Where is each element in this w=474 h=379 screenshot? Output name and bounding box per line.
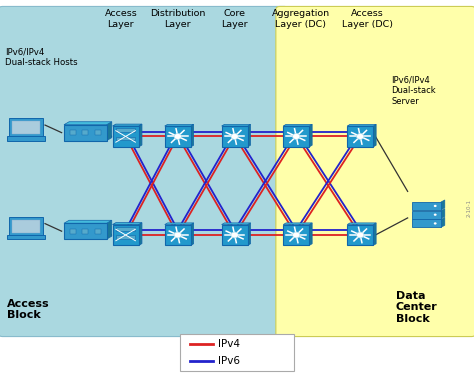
Circle shape [292,133,300,139]
Circle shape [434,222,437,225]
Polygon shape [191,124,194,147]
Bar [9,118,43,136]
Polygon shape [373,223,376,246]
Polygon shape [164,223,194,224]
Bar [12,121,40,134]
Polygon shape [283,124,312,126]
Text: IPv6/IPv4
Dual-stack Hosts: IPv6/IPv4 Dual-stack Hosts [5,47,77,67]
Circle shape [174,232,182,238]
Bar [116,227,135,230]
Polygon shape [347,223,376,224]
Polygon shape [191,223,194,246]
Bar [412,211,441,219]
Circle shape [231,232,238,238]
Circle shape [434,213,437,216]
Polygon shape [309,124,312,147]
Polygon shape [441,200,445,210]
Polygon shape [441,208,445,219]
Bar [283,126,310,147]
Polygon shape [138,124,142,147]
Bar [347,224,374,246]
Polygon shape [64,122,112,125]
Polygon shape [283,223,312,224]
Polygon shape [64,220,112,223]
Bar [95,130,101,135]
Bar [164,224,191,246]
Bar [70,130,75,135]
Bar [95,229,101,233]
Bar [82,130,88,135]
Bar [283,224,310,246]
Bar [116,128,135,132]
Bar [412,202,441,210]
Text: IPv4: IPv4 [218,339,240,349]
Circle shape [434,205,437,207]
Circle shape [231,133,238,139]
Bar [347,126,374,147]
Polygon shape [107,122,112,141]
Polygon shape [247,223,251,246]
Bar [116,235,135,239]
Polygon shape [441,218,445,227]
Polygon shape [373,124,376,147]
Text: Access
Layer: Access Layer [104,9,137,29]
Bar [70,229,75,233]
Bar [221,224,247,246]
Bar [12,219,40,233]
Text: Data
Center
Block: Data Center Block [396,291,438,324]
Text: Access
Layer (DC): Access Layer (DC) [342,9,393,29]
Circle shape [356,133,364,139]
Polygon shape [347,124,376,126]
Bar [64,125,107,141]
Text: Aggregation
Layer (DC): Aggregation Layer (DC) [272,9,330,29]
FancyBboxPatch shape [276,6,474,337]
Bar [412,219,441,227]
Text: Distribution
Layer: Distribution Layer [150,9,205,29]
Text: Access
Block: Access Block [7,299,50,320]
Bar [116,137,135,140]
Bar [64,223,107,239]
Bar [221,126,247,147]
Polygon shape [221,223,251,224]
Bar [8,235,45,239]
Bar [8,136,45,141]
Bar [82,229,88,233]
Bar [9,217,43,235]
Text: IPv6: IPv6 [218,356,240,366]
Bar [164,126,191,147]
Circle shape [292,232,300,238]
Bar [113,224,138,246]
FancyBboxPatch shape [0,6,288,337]
Polygon shape [113,124,142,126]
Polygon shape [107,220,112,239]
Circle shape [174,133,182,139]
Bar [180,334,294,371]
Text: 2-10-1: 2-10-1 [466,199,472,218]
Bar [113,126,138,147]
Polygon shape [138,223,142,246]
Circle shape [356,232,364,238]
Text: Core
Layer: Core Layer [221,9,248,29]
Polygon shape [221,124,251,126]
Polygon shape [309,223,312,246]
Text: IPv6/IPv4
Dual-stack
Server: IPv6/IPv4 Dual-stack Server [391,76,436,106]
Polygon shape [247,124,251,147]
Polygon shape [113,223,142,224]
Polygon shape [164,124,194,126]
